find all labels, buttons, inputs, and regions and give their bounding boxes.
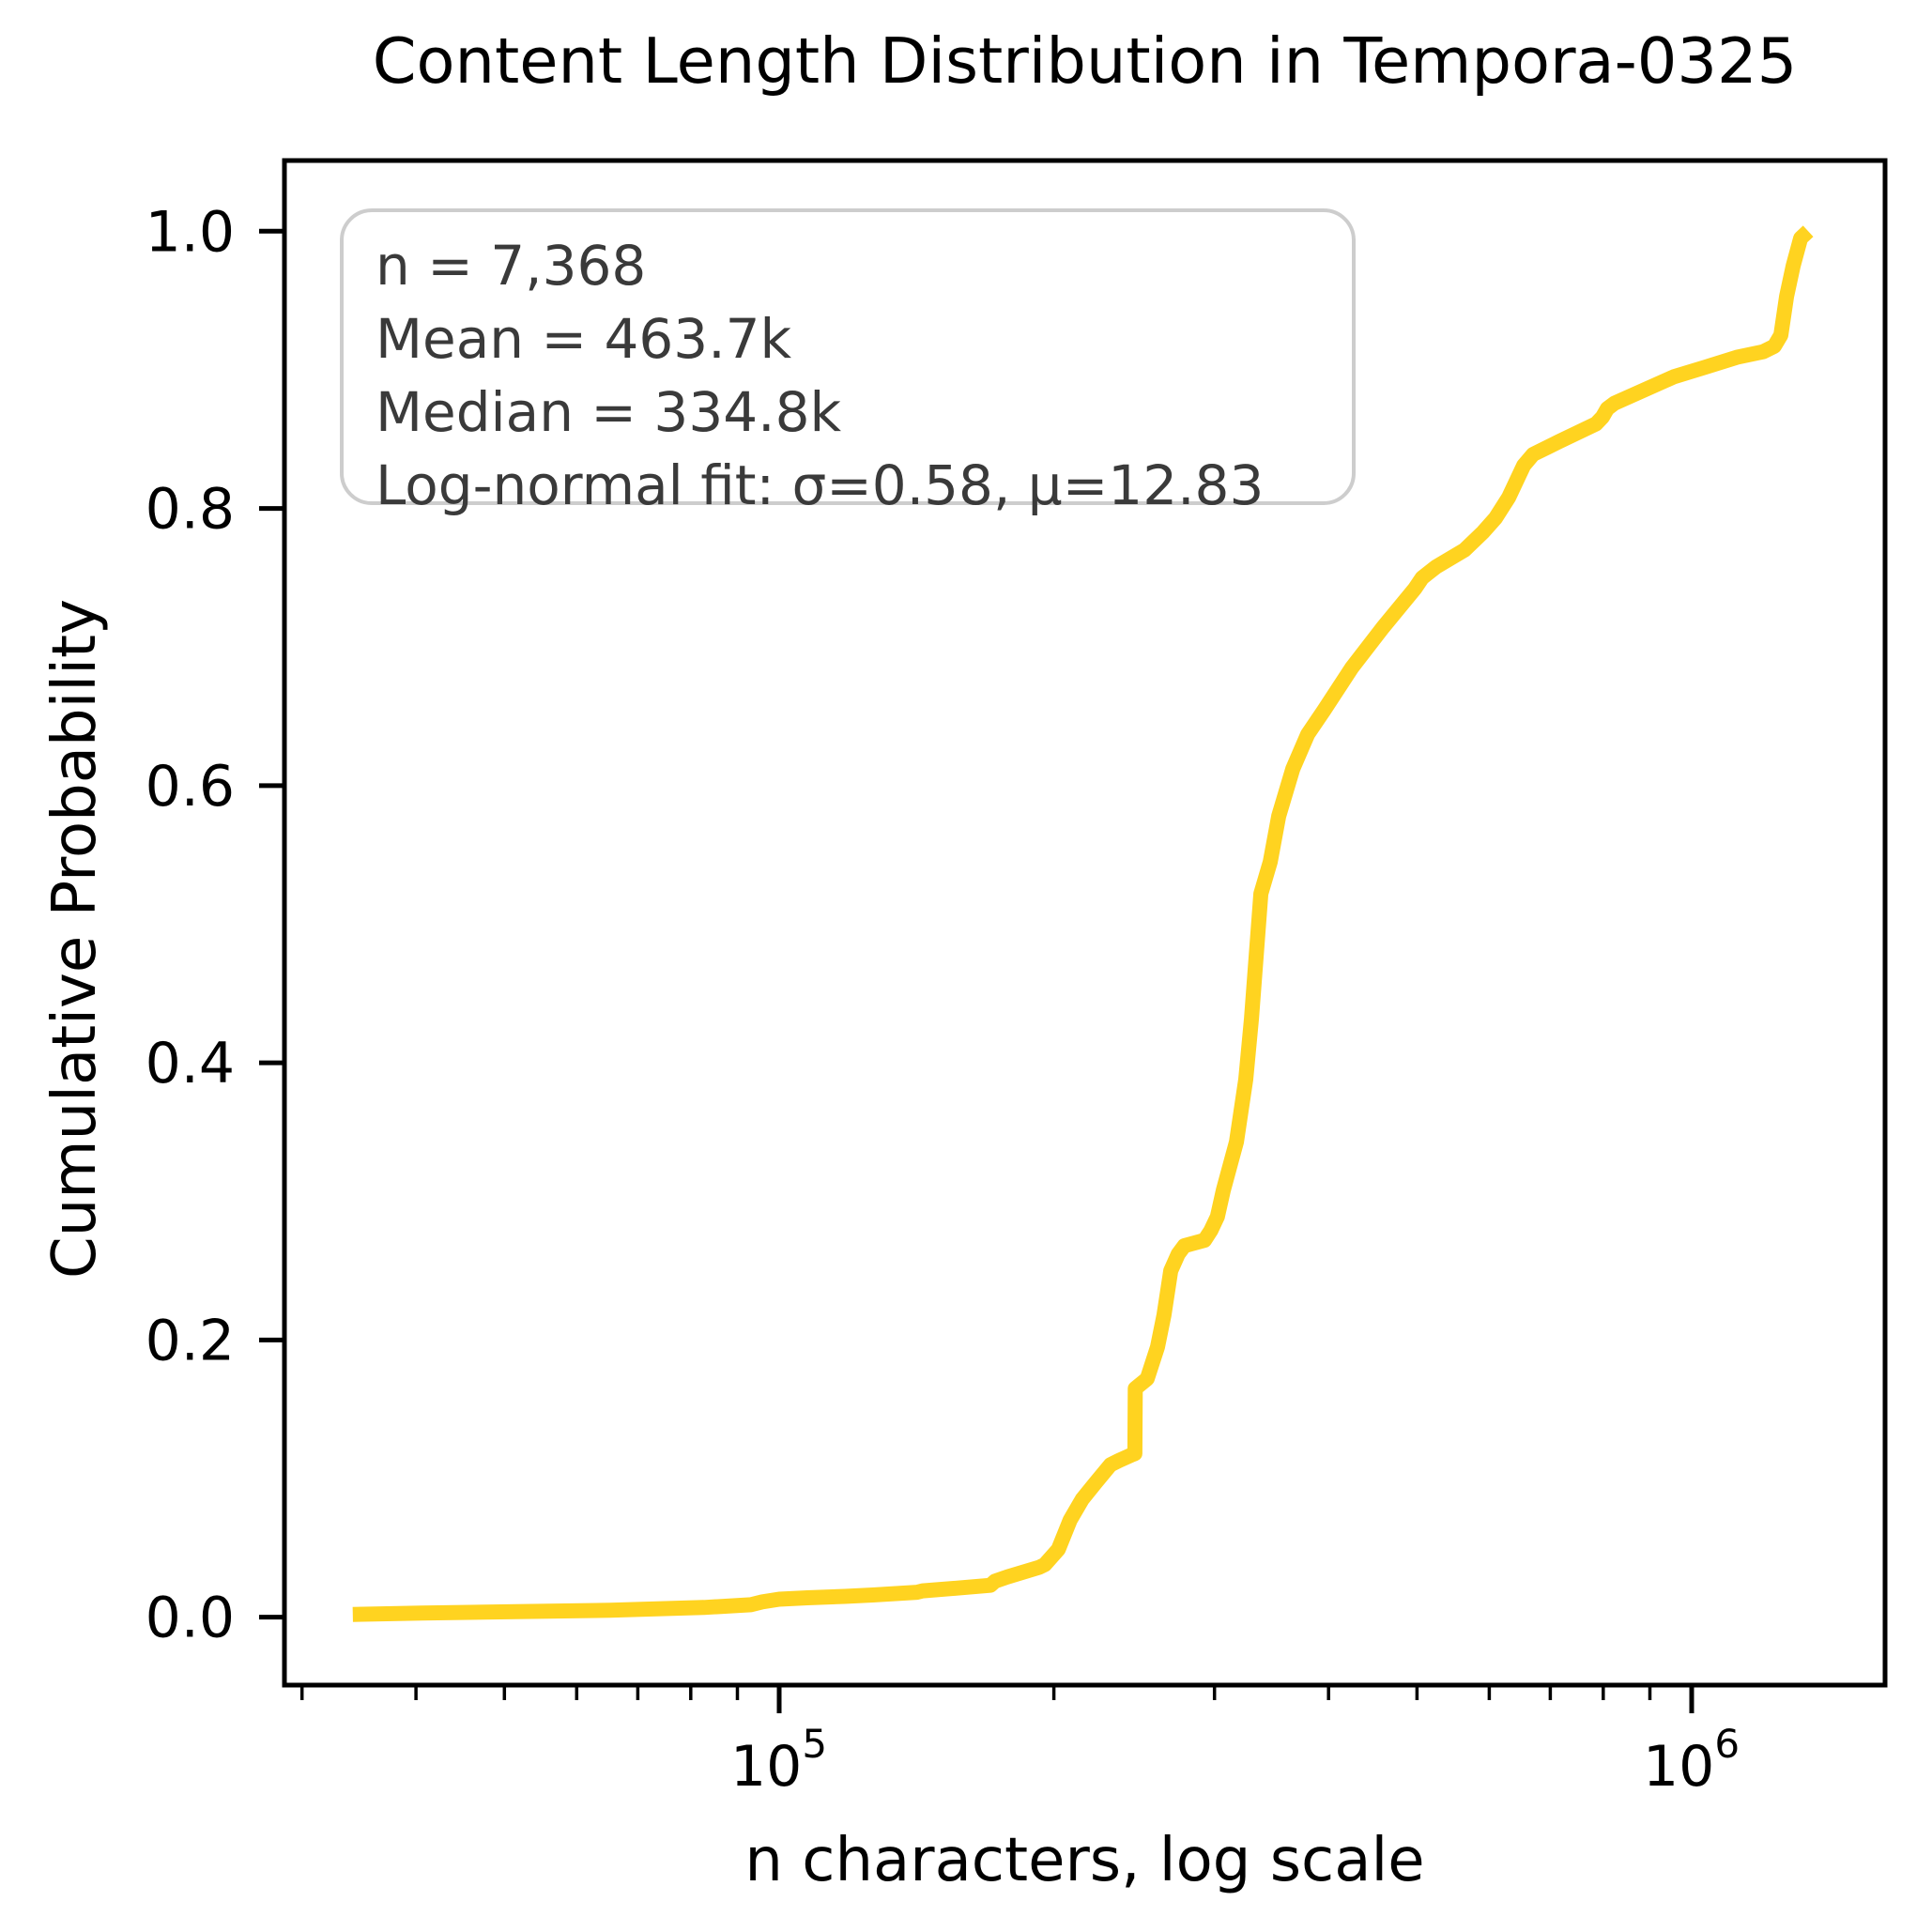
x-axis-label: n characters, log scale <box>744 1826 1425 1895</box>
stat-median: Median = 334.8k <box>376 380 842 444</box>
stat-mean: Mean = 463.7k <box>376 307 792 371</box>
y-tick-label: 0.8 <box>146 477 235 543</box>
y-axis-label: Cumulative Probability <box>40 599 110 1279</box>
stat-n: n = 7,368 <box>376 234 647 298</box>
y-tick-label: 1.0 <box>146 199 235 265</box>
x-tick-label: 105 <box>730 1721 827 1800</box>
chart-title: Content Length Distribution in Tempora-0… <box>372 24 1798 98</box>
y-tick-label: 0.4 <box>146 1031 235 1096</box>
plot-spines <box>282 158 1888 1688</box>
x-axis-ticks: 105 106 <box>730 1685 1740 1800</box>
y-axis-ticks: 0.0 0.2 0.4 0.6 0.8 1.0 <box>146 199 284 1651</box>
cdf-curve <box>352 225 1814 1622</box>
y-tick-label: 0.0 <box>146 1586 235 1651</box>
x-tick-label: 106 <box>1643 1721 1740 1800</box>
y-tick-label: 0.2 <box>146 1308 235 1373</box>
y-tick-label: 0.6 <box>146 754 235 820</box>
stats-box: n = 7,368 Mean = 463.7k Median = 334.8k … <box>340 208 1356 517</box>
x-axis-minor-ticks <box>299 1685 1652 1700</box>
stat-lognormal-fit: Log-normal fit: σ=0.58, μ=12.83 <box>376 453 1265 517</box>
